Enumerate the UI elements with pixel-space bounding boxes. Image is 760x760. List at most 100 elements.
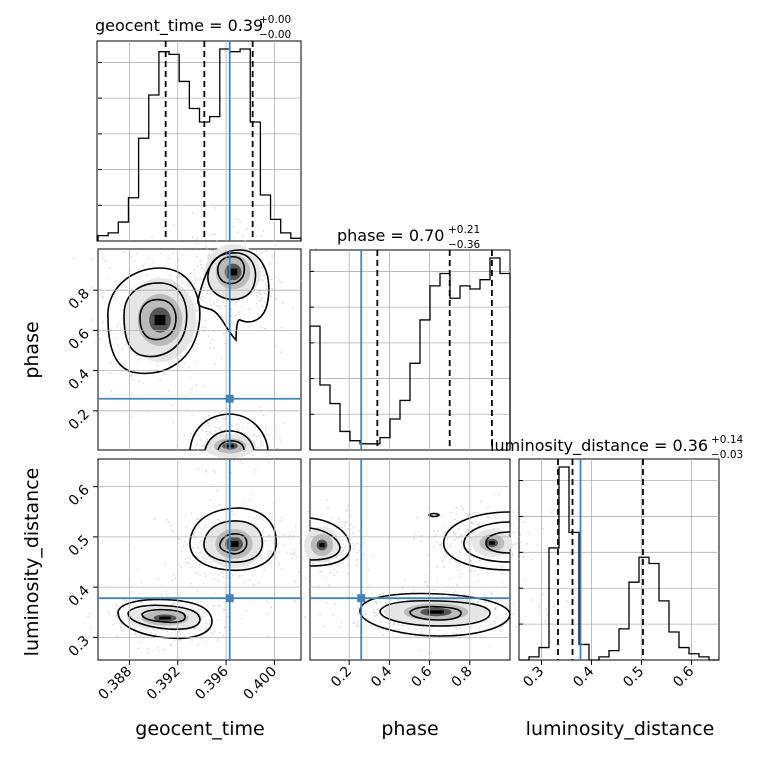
scatter-point [185, 561, 188, 564]
scatter-point [178, 630, 181, 632]
scatter-point [494, 617, 497, 620]
scatter-point [199, 297, 202, 300]
scatter-point [197, 557, 200, 559]
scatter-point [511, 554, 514, 557]
scatter-point [489, 591, 492, 594]
scatter-point [108, 267, 111, 269]
scatter-point [492, 493, 495, 495]
histograms [97, 48, 719, 661]
scatter-point [164, 562, 167, 564]
scatter-point [90, 319, 93, 321]
scatter-point [341, 562, 344, 564]
scatter-point [453, 532, 456, 534]
scatter-point [379, 592, 382, 595]
scatter-point [517, 535, 520, 538]
scatter-point [186, 543, 188, 546]
scatter-point [189, 284, 191, 287]
scatter-point [196, 361, 198, 364]
scatter-point [142, 382, 145, 385]
scatter-point [202, 286, 205, 289]
scatter-point [193, 627, 196, 630]
scatter-point [466, 514, 469, 517]
scatter-point [298, 571, 300, 574]
scatter-point [497, 528, 499, 530]
scatter-point [333, 603, 336, 606]
scatter-point [339, 554, 342, 557]
scatter-point [460, 505, 462, 508]
scatter-point [202, 611, 205, 614]
scatter-point [514, 625, 517, 628]
scatter-point [214, 609, 217, 612]
scatter-point [167, 257, 170, 260]
scatter-point [205, 604, 208, 607]
scatter-point [288, 534, 291, 537]
scatter-point [266, 552, 269, 555]
scatter-point [180, 550, 183, 553]
scatter-point [165, 593, 168, 596]
scatter-point [264, 283, 267, 286]
scatter-point [151, 235, 153, 238]
scatter-point [344, 524, 346, 527]
scatter-point [226, 408, 229, 410]
scatter-point [341, 550, 344, 553]
scatter-point [194, 281, 196, 284]
scatter-point [392, 623, 395, 626]
scatter-point [134, 632, 137, 635]
scatter-point [223, 418, 226, 420]
scatter-point [279, 281, 282, 283]
scatter-point [99, 338, 102, 341]
scatter-point [250, 492, 253, 495]
scatter-point [131, 393, 134, 396]
scatter-point [187, 562, 190, 565]
scatter-point [205, 469, 208, 471]
scatter-point [132, 285, 135, 288]
scatter-point [464, 530, 467, 533]
scatter-point [513, 531, 515, 534]
scatter-point [267, 555, 270, 558]
scatter-point [416, 516, 419, 519]
scatter-point [271, 516, 273, 519]
scatter-point [154, 518, 157, 521]
scatter-point [355, 558, 358, 561]
scatter-point [347, 595, 350, 598]
scatter-point [456, 566, 459, 569]
tick-label: 0.6 [66, 482, 93, 509]
title-sup: +0.21 [448, 224, 480, 236]
scatter-point [337, 517, 340, 520]
scatter-point [190, 432, 193, 435]
scatter-point [139, 635, 141, 638]
scatter-point [259, 299, 262, 301]
scatter-point [270, 295, 273, 298]
scatter-point [206, 437, 209, 440]
scatter-point [347, 564, 350, 567]
tick-label: 0.388 [96, 664, 136, 704]
scatter-point [175, 276, 178, 279]
scatter-point [461, 543, 464, 545]
scatter-point [131, 624, 134, 626]
scatter-point [218, 304, 221, 307]
scatter-point [278, 551, 281, 554]
scatter-point [195, 287, 198, 290]
tick-label: 0.5 [620, 664, 647, 691]
scatter-point [550, 511, 553, 514]
scatter-point [494, 608, 497, 611]
xlabel-phase: phase [381, 718, 438, 740]
scatter-point [293, 580, 296, 583]
scatter-point [255, 435, 258, 438]
scatter-point [463, 533, 466, 536]
scatter-point [162, 648, 165, 651]
scatter-point [206, 627, 208, 630]
scatter-point [444, 524, 447, 527]
scatter-point [452, 591, 455, 594]
scatter-point [197, 608, 200, 610]
scatter-point [184, 362, 187, 365]
scatter-point [120, 623, 123, 625]
scatter-point [524, 624, 527, 626]
scatter-point [261, 305, 264, 308]
scatter-point [495, 523, 498, 526]
scatter-point [244, 240, 247, 243]
scatter-point [353, 544, 356, 547]
title-sub: −0.00 [259, 29, 291, 41]
scatter-point [238, 311, 241, 314]
scatter-point [353, 622, 356, 624]
